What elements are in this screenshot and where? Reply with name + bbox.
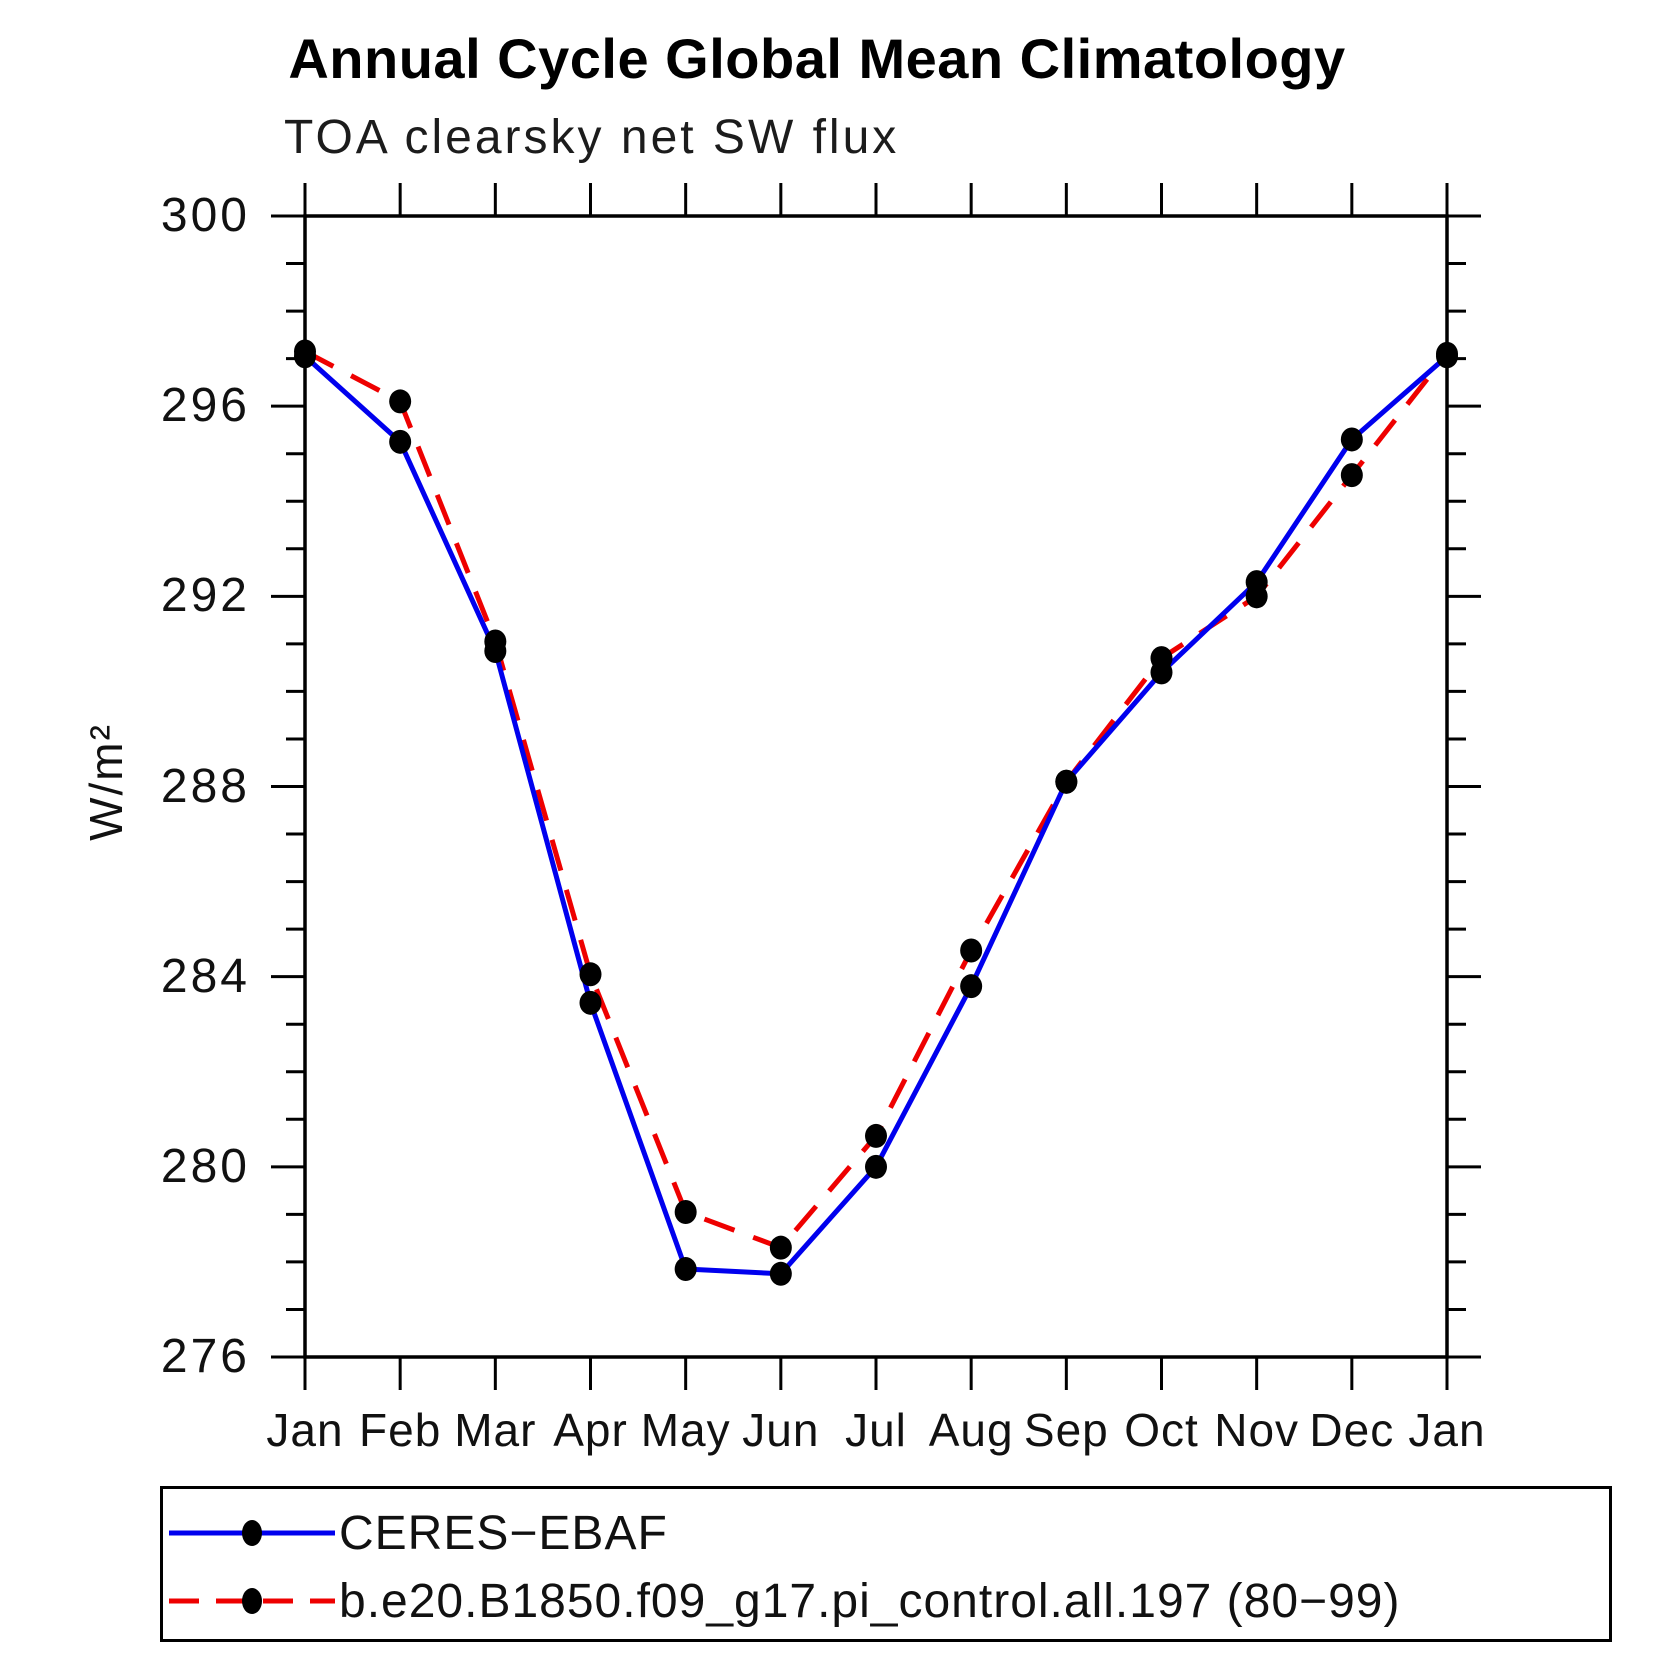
y-tick-label: 296 (160, 379, 250, 433)
data-point-dot (1055, 769, 1078, 794)
data-point-dot (579, 962, 602, 987)
x-tick-label: Oct (1124, 1404, 1199, 1456)
y-tick-label: 280 (160, 1139, 250, 1193)
data-point-dot (769, 1261, 792, 1286)
data-point-dot (769, 1235, 792, 1260)
x-tick-label: Nov (1214, 1404, 1300, 1456)
legend-label-model: b.e20.B1850.f09_g17.pi_control.all.197 (… (339, 1574, 1401, 1628)
data-point-dot (1150, 646, 1173, 671)
data-point-dot (674, 1199, 697, 1224)
legend-row-ceres: CERES−EBAF (163, 1503, 668, 1563)
y-tick-label: 288 (160, 759, 250, 813)
data-point-dot (389, 429, 412, 454)
data-point-dot (389, 389, 412, 414)
chart-subtitle: TOA clearsky net SW flux (284, 111, 900, 164)
data-point-dot (579, 990, 602, 1015)
x-tick-label: Jun (742, 1404, 820, 1456)
data-point-dot (865, 1123, 887, 1148)
series-line-model (303, 349, 1449, 1251)
y-tick-label: 276 (160, 1330, 250, 1383)
x-tick-label: Feb (359, 1404, 442, 1456)
y-tick-label: 284 (160, 949, 250, 1003)
data-point-dot (865, 1154, 887, 1179)
data-point-dot (294, 339, 316, 364)
plot-frame (303, 214, 1449, 1359)
x-tick-label: Aug (928, 1404, 1014, 1456)
x-tick-label: Jul (845, 1404, 907, 1456)
legend-sample-model-line (169, 1588, 335, 1614)
x-tick-label: May (640, 1404, 731, 1456)
legend-row-model: b.e20.B1850.f09_g17.pi_control.all.197 (… (163, 1571, 1400, 1631)
data-point-dot (1340, 427, 1363, 452)
x-tick-label: Jan (266, 1404, 344, 1456)
x-tick-label: Apr (553, 1404, 628, 1456)
data-point-dot (1245, 584, 1268, 609)
data-point-dot (484, 629, 507, 654)
y-tick-label: 300 (160, 189, 250, 242)
y-tick-label: 292 (160, 569, 250, 623)
data-point-dot (960, 974, 983, 999)
legend: CERES−EBAF b.e20.B1850.f09_g17.pi_contro… (160, 1486, 1612, 1642)
x-tick-label: Jan (1408, 1404, 1486, 1456)
legend-marker-dot (242, 1520, 262, 1546)
data-point-dot (960, 938, 983, 963)
chart-title: Annual Cycle Global Mean Climatology (288, 27, 1346, 90)
x-tick-label: Dec (1309, 1404, 1395, 1456)
legend-sample-ceres-line (169, 1520, 335, 1546)
data-point-dot (1340, 463, 1363, 488)
data-point-dot (1436, 341, 1458, 366)
x-tick-label: Sep (1023, 1404, 1109, 1456)
x-tick-label: Mar (454, 1404, 537, 1456)
legend-marker-dot (242, 1588, 262, 1614)
legend-label-ceres: CERES−EBAF (339, 1506, 668, 1560)
data-point-dot (674, 1257, 697, 1282)
